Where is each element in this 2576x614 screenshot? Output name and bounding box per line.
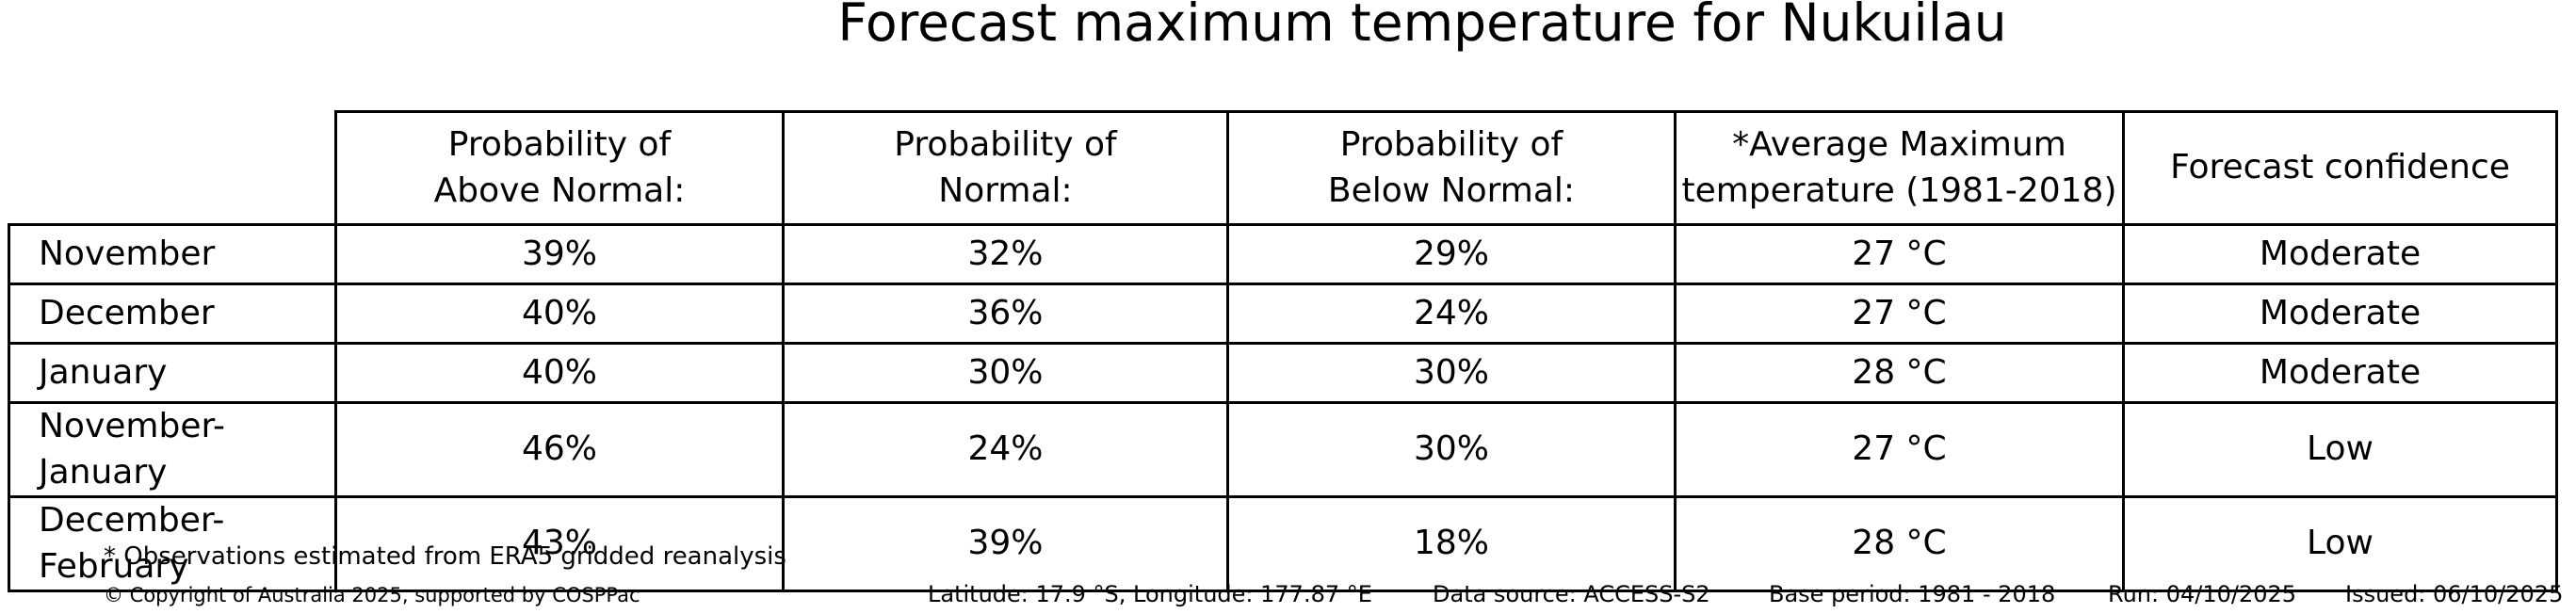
above-normal-value: 40% xyxy=(334,283,785,345)
period-label: January xyxy=(8,342,337,404)
header-row: Probability of Above Normal: Probability… xyxy=(9,110,2558,226)
below-normal-value: 30% xyxy=(1226,342,1677,404)
header-cell-avg-max-temp: *Average Maximum temperature (1981-2018) xyxy=(1674,110,2125,226)
header-cell-normal: Probability of Normal: xyxy=(782,110,1229,226)
forecast-table: Probability of Above Normal: Probability… xyxy=(8,110,2558,593)
below-normal-value: 30% xyxy=(1226,400,1677,499)
header-cell-above-normal: Probability of Above Normal: xyxy=(334,110,785,226)
normal-value: 36% xyxy=(782,283,1229,345)
confidence-value: Moderate xyxy=(2122,283,2558,345)
issued-date-text: Issued: 06/10/2025 xyxy=(2345,581,2564,607)
normal-value: 32% xyxy=(782,223,1229,285)
confidence-value: Moderate xyxy=(2122,223,2558,285)
header-cell-empty xyxy=(9,112,336,225)
avg-max-temp-value: 27 °C xyxy=(1674,283,2125,345)
normal-value: 24% xyxy=(782,400,1229,499)
above-normal-value: 46% xyxy=(334,400,785,499)
lat-lon-text: Latitude: 17.9 °S, Longitude: 177.87 °E xyxy=(928,581,1372,607)
copyright-text: © Copyright of Australia 2025, supported… xyxy=(104,584,640,606)
period-label: December-February xyxy=(8,495,337,593)
table-row-january: January 40% 30% 30% 28 °C Moderate xyxy=(8,342,2558,404)
below-normal-value: 18% xyxy=(1226,495,1677,593)
period-label: November xyxy=(8,223,337,285)
avg-max-temp-value: 28 °C xyxy=(1674,495,2125,593)
avg-max-temp-value: 28 °C xyxy=(1674,342,2125,404)
above-normal-value: 39% xyxy=(334,223,785,285)
header-cell-below-normal: Probability of Below Normal: xyxy=(1226,110,1677,226)
table-row-november-january: November-January 46% 24% 30% 27 °C Low xyxy=(8,400,2558,499)
below-normal-value: 29% xyxy=(1226,223,1677,285)
run-date-text: Run: 04/10/2025 xyxy=(2108,581,2297,607)
avg-max-temp-value: 27 °C xyxy=(1674,223,2125,285)
confidence-value: Moderate xyxy=(2122,342,2558,404)
normal-value: 30% xyxy=(782,342,1229,404)
avg-max-temp-value: 27 °C xyxy=(1674,400,2125,499)
era5-footnote: * Observations estimated from ERA5 gridd… xyxy=(104,542,786,571)
table-row-december: December 40% 36% 24% 27 °C Moderate xyxy=(8,283,2558,345)
period-label: November-January xyxy=(8,400,337,499)
normal-value: 39% xyxy=(782,495,1229,593)
confidence-value: Low xyxy=(2122,495,2558,593)
above-normal-value: 40% xyxy=(334,342,785,404)
header-cell-forecast-confidence: Forecast confidence xyxy=(2122,110,2558,226)
period-label: December xyxy=(8,283,337,345)
confidence-value: Low xyxy=(2122,400,2558,499)
data-source-text: Data source: ACCESS-S2 xyxy=(1433,581,1710,607)
above-normal-value: 43% xyxy=(334,495,785,593)
base-period-text: Base period: 1981 - 2018 xyxy=(1769,581,2056,607)
table-row-december-february: December-February 43% 39% 18% 28 °C Low xyxy=(8,495,2558,593)
table-row-november: November 39% 32% 29% 27 °C Moderate xyxy=(8,223,2558,285)
below-normal-value: 24% xyxy=(1226,283,1677,345)
page-title: Forecast maximum temperature for Nukuila… xyxy=(837,0,2007,53)
